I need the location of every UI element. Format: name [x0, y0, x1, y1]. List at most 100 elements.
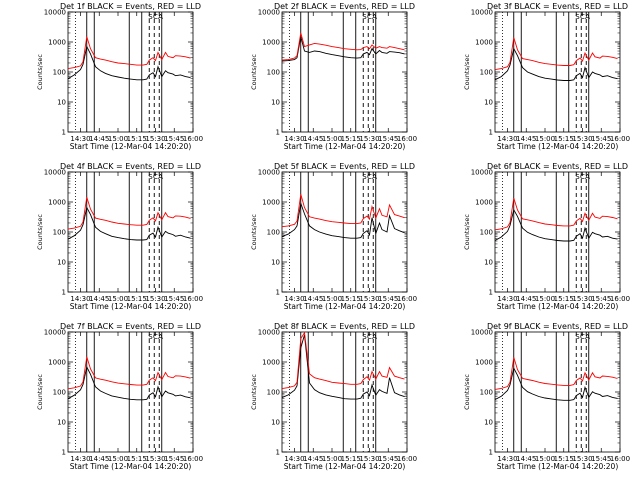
interval-marker-label: A — [158, 13, 163, 21]
series-lld-line — [494, 37, 618, 71]
x-tick-label: 15:15 — [554, 135, 574, 143]
x-tick-label: 15:00 — [108, 455, 128, 463]
y-tick-label: 10 — [57, 419, 66, 427]
y-tick-label: 10000 — [44, 169, 66, 177]
x-tick-label: 16:00 — [183, 295, 203, 303]
x-tick-label: 15:45 — [378, 295, 398, 303]
interval-marker-label: S — [148, 13, 153, 21]
interval-marker-label: S — [362, 333, 367, 341]
chart-title: Det 4f BLACK = Events, RED = LLD — [60, 162, 201, 171]
x-tick-label: 15:00 — [322, 455, 342, 463]
series-events-line — [281, 36, 405, 62]
interval-marker-label: C — [580, 333, 585, 341]
series-lld-line — [281, 194, 405, 228]
interval-marker-label: S — [362, 13, 367, 21]
y-tick-label: 1000 — [475, 359, 493, 367]
y-tick-label: 100 — [53, 69, 66, 77]
x-tick-label: 14:30 — [70, 295, 90, 303]
series-events-line — [67, 45, 191, 81]
y-tick-label: 1 — [276, 129, 280, 137]
x-tick-label: 14:30 — [70, 455, 90, 463]
y-tick-label: 100 — [267, 389, 280, 397]
x-tick-label: 15:15 — [341, 455, 361, 463]
x-tick-label: 16:00 — [183, 455, 203, 463]
x-tick-label: 15:15 — [127, 135, 147, 143]
y-axis-label: Counts/sec — [36, 214, 44, 250]
x-axis-label: Start Time (12-Mar-04 14:20:20) — [497, 462, 619, 471]
x-tick-label: 15:00 — [322, 135, 342, 143]
chart-panel-6: Det 6f BLACK = Events, RED = LLD 1 10 100 10… — [463, 162, 630, 311]
x-tick-label: 16:00 — [610, 135, 630, 143]
y-tick-label: 10000 — [471, 9, 493, 17]
x-tick-label: 15:45 — [591, 135, 611, 143]
series-events-line — [67, 206, 191, 241]
x-axis-label: Start Time (12-Mar-04 14:20:20) — [70, 142, 192, 151]
interval-marker-label: S — [575, 173, 580, 181]
y-tick-label: 100 — [53, 389, 66, 397]
x-tick-label: 14:30 — [497, 295, 517, 303]
y-tick-label: 100 — [267, 69, 280, 77]
series-events-line — [67, 365, 191, 401]
y-tick-label: 1 — [62, 289, 66, 297]
x-tick-label: 16:00 — [183, 135, 203, 143]
x-tick-label: 14:30 — [284, 295, 304, 303]
x-tick-label: 15:15 — [554, 455, 574, 463]
interval-marker-label: A — [372, 333, 377, 341]
x-tick-label: 14:45 — [516, 135, 536, 143]
chart-title: Det 1f BLACK = Events, RED = LLD — [60, 2, 201, 11]
interval-marker-label: C — [367, 333, 372, 341]
series-events-line — [494, 208, 618, 242]
x-tick-label: 14:30 — [284, 455, 304, 463]
chart-title: Det 5f BLACK = Events, RED = LLD — [274, 162, 415, 171]
y-axis-label: Counts/sec — [463, 214, 471, 250]
series-events-line — [494, 366, 618, 401]
y-tick-label: 10 — [484, 99, 493, 107]
x-tick-label: 15:30 — [359, 135, 379, 143]
y-tick-label: 1 — [489, 289, 493, 297]
y-tick-label: 1000 — [48, 359, 66, 367]
y-axis-label: Counts/sec — [463, 54, 471, 90]
chart-panel-2: Det 2f BLACK = Events, RED = LLD 1 10 100 10… — [250, 2, 417, 151]
series-lld-line — [494, 197, 618, 231]
y-tick-label: 1000 — [262, 359, 280, 367]
x-tick-label: 14:45 — [303, 455, 323, 463]
interval-marker-label: A — [585, 333, 590, 341]
y-tick-label: 100 — [480, 389, 493, 397]
y-tick-label: 10 — [484, 419, 493, 427]
y-tick-label: 1000 — [262, 199, 280, 207]
y-tick-label: 100 — [53, 229, 66, 237]
x-tick-label: 14:45 — [89, 455, 109, 463]
series-lld-line — [494, 357, 618, 390]
y-tick-label: 1 — [276, 449, 280, 457]
series-lld-line — [281, 32, 405, 61]
x-tick-label: 15:00 — [535, 295, 555, 303]
x-tick-label: 14:30 — [70, 135, 90, 143]
x-tick-label: 14:30 — [284, 135, 304, 143]
x-tick-label: 15:00 — [108, 135, 128, 143]
interval-marker-label: A — [585, 13, 590, 21]
y-tick-label: 10000 — [258, 169, 280, 177]
x-tick-label: 14:45 — [303, 135, 323, 143]
y-tick-label: 1000 — [475, 199, 493, 207]
interval-marker-label: S — [362, 173, 367, 181]
interval-marker-label: C — [580, 13, 585, 21]
series-events-line — [494, 47, 618, 81]
x-axis-label: Start Time (12-Mar-04 14:20:20) — [284, 142, 406, 151]
interval-marker-label: A — [585, 173, 590, 181]
x-tick-label: 14:30 — [497, 135, 517, 143]
y-tick-label: 1000 — [475, 39, 493, 47]
y-tick-label: 10000 — [471, 169, 493, 177]
chart-panel-5: Det 5f BLACK = Events, RED = LLD 1 10 100 10… — [250, 162, 417, 311]
y-tick-label: 1000 — [48, 199, 66, 207]
chart-title: Det 9f BLACK = Events, RED = LLD — [487, 322, 628, 331]
x-tick-label: 14:45 — [516, 295, 536, 303]
interval-marker-label: S — [148, 173, 153, 181]
y-tick-label: 10 — [57, 99, 66, 107]
x-tick-label: 16:00 — [610, 295, 630, 303]
x-tick-label: 16:00 — [397, 455, 417, 463]
x-tick-label: 15:30 — [572, 135, 592, 143]
chart-title: Det 2f BLACK = Events, RED = LLD — [274, 2, 415, 11]
x-tick-label: 15:45 — [164, 135, 184, 143]
x-tick-label: 15:15 — [127, 455, 147, 463]
x-tick-label: 16:00 — [610, 455, 630, 463]
